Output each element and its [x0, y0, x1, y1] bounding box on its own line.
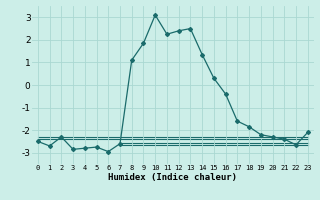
X-axis label: Humidex (Indice chaleur): Humidex (Indice chaleur)	[108, 173, 237, 182]
